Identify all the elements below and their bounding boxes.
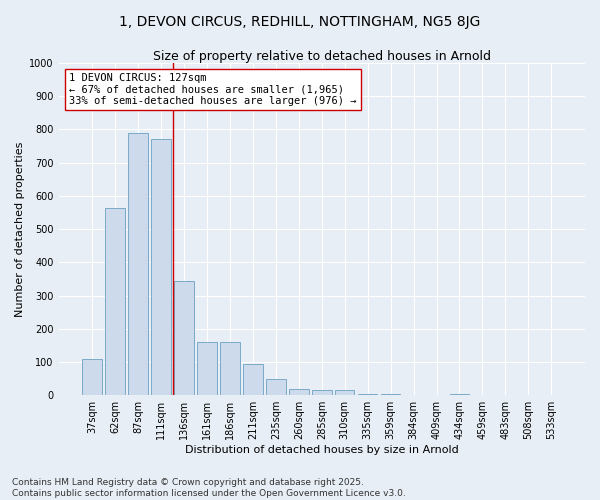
Bar <box>197 342 217 395</box>
Bar <box>151 140 171 395</box>
Bar <box>289 388 308 395</box>
Bar <box>174 280 194 395</box>
Text: Contains HM Land Registry data © Crown copyright and database right 2025.
Contai: Contains HM Land Registry data © Crown c… <box>12 478 406 498</box>
Bar <box>450 394 469 395</box>
Title: Size of property relative to detached houses in Arnold: Size of property relative to detached ho… <box>153 50 491 63</box>
Bar <box>312 390 332 395</box>
X-axis label: Distribution of detached houses by size in Arnold: Distribution of detached houses by size … <box>185 445 458 455</box>
Bar <box>220 342 239 395</box>
Text: 1, DEVON CIRCUS, REDHILL, NOTTINGHAM, NG5 8JG: 1, DEVON CIRCUS, REDHILL, NOTTINGHAM, NG… <box>119 15 481 29</box>
Bar <box>381 394 400 395</box>
Text: 1 DEVON CIRCUS: 127sqm
← 67% of detached houses are smaller (1,965)
33% of semi-: 1 DEVON CIRCUS: 127sqm ← 67% of detached… <box>69 73 356 106</box>
Bar <box>128 133 148 395</box>
Bar <box>266 378 286 395</box>
Bar <box>335 390 355 395</box>
Bar <box>82 358 102 395</box>
Bar <box>106 208 125 395</box>
Y-axis label: Number of detached properties: Number of detached properties <box>15 142 25 317</box>
Bar <box>358 394 377 395</box>
Bar <box>243 364 263 395</box>
